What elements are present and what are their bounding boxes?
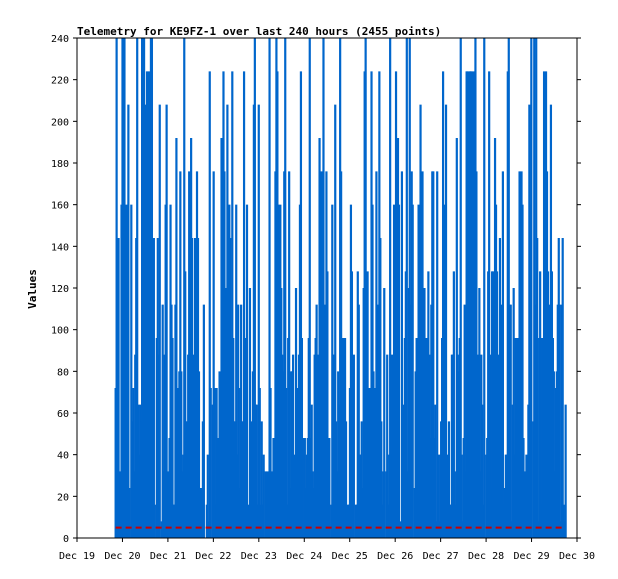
chart-title: Telemetry for KE9FZ-1 over last 240 hour… (77, 25, 441, 38)
x-tick-label: Dec 26 (377, 551, 413, 562)
y-tick-label: 140 (51, 242, 69, 253)
x-axis: Dec 19 Dec 20 Dec 21 Dec 22 Dec 23 Dec 24 Dec … (59, 538, 595, 562)
x-tick-label: Dec 25 (332, 551, 368, 562)
y-tick-label: 200 (51, 117, 69, 128)
y-axis-label: Values (26, 269, 39, 309)
impulse-series (114, 38, 567, 538)
x-tick-label: Dec 20 (104, 551, 140, 562)
x-tick-label: Dec 21 (150, 551, 186, 562)
y-tick-label: 20 (57, 492, 69, 503)
x-tick-label: Dec 28 (468, 551, 504, 562)
y-tick-label: 60 (57, 409, 69, 420)
x-tick-label: Dec 30 (559, 551, 595, 562)
x-tick-label: Dec 24 (286, 551, 322, 562)
y-tick-label: 120 (51, 284, 69, 295)
y-tick-label: 100 (51, 326, 69, 337)
x-tick-label: Dec 27 (423, 551, 459, 562)
x-tick-label: Dec 23 (241, 551, 277, 562)
x-tick-label: Dec 19 (59, 551, 95, 562)
y-axis: 0 20 40 60 80 100 120 140 160 180 200 220 240 (51, 34, 581, 545)
y-tick-label: 160 (51, 201, 69, 212)
y-tick-label: 40 (57, 451, 69, 462)
x-tick-label: Dec 29 (513, 551, 549, 562)
y-tick-label: 180 (51, 159, 69, 170)
y-tick-label: 80 (57, 367, 69, 378)
y-tick-label: 220 (51, 76, 69, 87)
y-tick-label: 0 (63, 534, 69, 545)
y-tick-label: 240 (51, 34, 69, 45)
x-tick-label: Dec 22 (195, 551, 231, 562)
